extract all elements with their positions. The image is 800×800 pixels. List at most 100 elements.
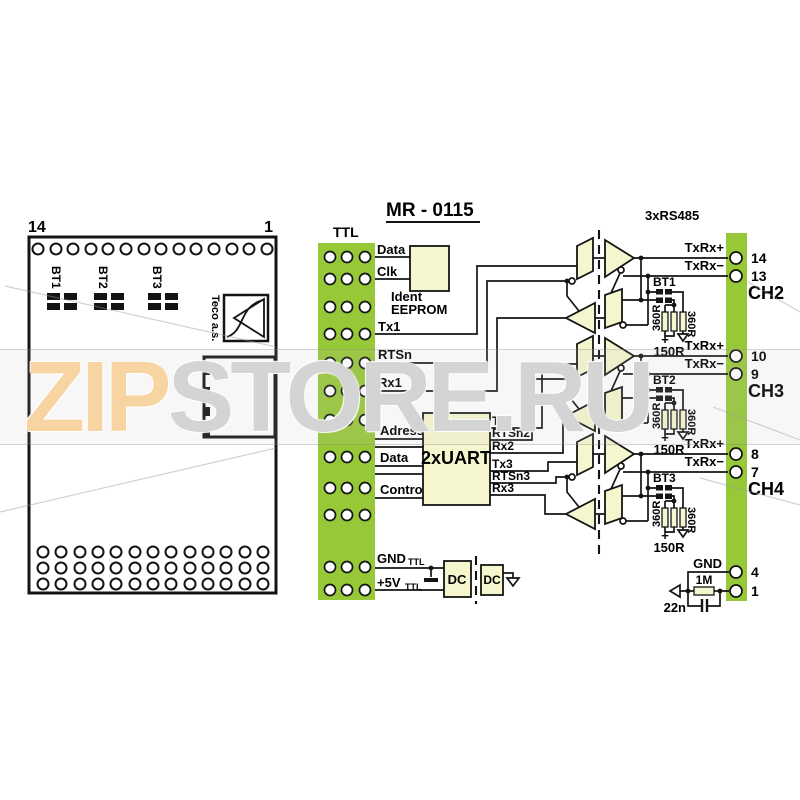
isolator-tx	[576, 236, 594, 281]
bt3-label: BT3	[150, 266, 164, 289]
connector-pin-1	[729, 584, 743, 598]
dc-converter-secondary	[480, 564, 504, 596]
bus-data	[375, 465, 423, 475]
uart-block: 2xUART Tx2 RTSn2 Rx2 Tx3 RTSn3 Rx3	[421, 363, 577, 515]
dc-primary-label: DC	[448, 572, 467, 587]
ttl-header-label: TTL	[333, 224, 359, 240]
signal-rtsn-label: RTSn	[378, 347, 412, 362]
isolator-rx-bubble	[619, 517, 627, 525]
gnd-network: GND 1M 22n 4 1	[664, 556, 759, 615]
tx-enable-bubble	[568, 375, 576, 383]
cap-plates	[700, 599, 709, 612]
pin-number-1: 1	[751, 583, 759, 599]
eeprom-label-1: Ident	[391, 289, 423, 304]
driver-enable-bubble	[617, 462, 625, 470]
resistor-1m-label: 1M	[696, 573, 713, 587]
resistor-360-left	[661, 311, 669, 332]
dc-converter-primary	[443, 560, 472, 598]
pin-number-minus: 7	[751, 464, 759, 480]
isolator-rx-bubble	[619, 419, 627, 427]
bt-jumper-label: BT2	[653, 373, 676, 387]
receiver-triangle	[564, 301, 596, 335]
wire-rtsn	[375, 280, 567, 364]
channel-wires	[566, 257, 728, 337]
pcb-edge-connector	[202, 355, 277, 439]
isolator-rx-bubble	[619, 321, 627, 329]
pcb-board: 14 1 BT1 BT2 BT3 Teco a.s.	[27, 219, 278, 595]
ground-symbol	[505, 577, 521, 588]
pin-number-minus: 9	[751, 366, 759, 382]
uart-tx3-label: Tx3	[492, 457, 513, 471]
uart-rtsn2-label: RTSn2	[492, 426, 530, 440]
receiver-triangle	[564, 497, 596, 531]
resistor-360-right	[679, 409, 687, 430]
uart-rx3-label: Rx3	[492, 481, 514, 495]
signal-gnd-sub: TTL	[408, 557, 425, 567]
driver-enable-bubble	[617, 266, 625, 274]
resistor-right-label: 360R	[685, 507, 697, 533]
uart-box	[422, 412, 491, 506]
txrx-minus-label: TxRx−	[685, 258, 725, 273]
signal-5v-label: +5V	[377, 575, 401, 590]
bt-termination-jumper: BT2	[653, 373, 676, 401]
left-arrow-symbol	[668, 583, 681, 599]
eeprom-box	[409, 245, 450, 292]
channel-name-label: CH3	[748, 381, 784, 401]
down-arrow-symbol	[676, 333, 690, 343]
pin-number-plus: 10	[751, 348, 767, 364]
uart-rtsn3-label: RTSn3	[492, 469, 530, 483]
bt2-label: BT2	[96, 266, 110, 289]
watermark-diagonal-lines	[0, 281, 800, 513]
channel-name-label: CH4	[748, 479, 784, 499]
resistor-150-mid	[670, 311, 678, 332]
resistor-left-label: 360R	[651, 403, 663, 429]
tx-enable-bubble	[568, 473, 576, 481]
pcb-jumper-bt3: BT3	[148, 266, 178, 310]
pcb-jumper-bt2: BT2	[94, 266, 124, 310]
signal-adress-label: Adress	[380, 423, 424, 438]
signal-5v-sub: TTL	[405, 582, 422, 592]
uart-tx2-label: Tx2	[492, 414, 513, 428]
resistor-150-mid	[670, 409, 678, 430]
signal-tx1-label: Tx1	[378, 319, 400, 334]
channel-wires	[566, 453, 728, 533]
uart-label: 2xUART	[421, 448, 491, 468]
connector-pin-4	[729, 565, 743, 579]
rs485-connector-body	[726, 233, 747, 601]
pin-number-minus: 13	[751, 268, 767, 284]
teco-brand-label: Teco a.s.	[209, 295, 221, 341]
dc-secondary-label: DC	[483, 573, 501, 587]
ttl-signal-wires: Data Clk Tx1 RTSn Rx1 Adress Data Contro…	[375, 242, 577, 592]
ttl-connector: TTL	[318, 224, 375, 600]
page-title: MR - 0115	[386, 200, 474, 221]
rs485-header-label: 3xRS485	[645, 208, 699, 223]
pin-number-4: 4	[751, 564, 759, 580]
gnd-label: GND	[693, 556, 722, 571]
connector-pin-minus	[729, 269, 743, 283]
plus-sign-label: +	[661, 430, 669, 445]
signal-control-label: Control	[380, 482, 426, 497]
signal-gnd-label: GND	[377, 551, 406, 566]
resistor-360-left	[661, 507, 669, 528]
eeprom-block: Ident EEPROM	[391, 245, 450, 317]
resistor-360-right	[679, 507, 687, 528]
title-block: MR - 0115	[386, 200, 480, 223]
driver-enable-bubble	[617, 364, 625, 372]
connector-pin-plus	[729, 447, 743, 461]
txrx-plus-label: TxRx+	[685, 338, 725, 353]
dc-gnd-wire	[503, 572, 514, 578]
wire-rx1	[375, 317, 566, 392]
connector-pin-plus	[729, 251, 743, 265]
uart-rx2-label: Rx2	[492, 439, 514, 453]
connector-pin-plus	[729, 349, 743, 363]
resistor-360-right	[679, 311, 687, 332]
tx-enable-bubble	[568, 277, 576, 285]
isolator-rx	[604, 385, 623, 428]
term-resistor-label: 150R	[653, 540, 685, 555]
plus-sign-label: +	[661, 332, 669, 347]
isolator-rx	[604, 287, 623, 330]
bt1-label: BT1	[49, 266, 63, 289]
wire-tx1	[375, 265, 577, 335]
uart-output-wires	[490, 363, 577, 515]
pin-number-plus: 8	[751, 446, 759, 462]
